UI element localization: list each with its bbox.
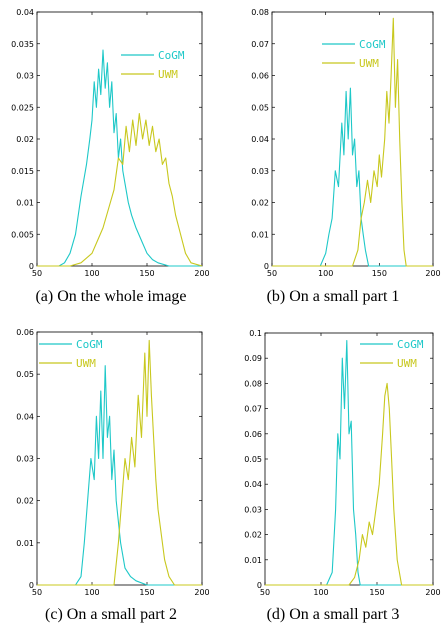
series-line-cogm	[272, 87, 433, 267]
y-tick-label: 0.04	[16, 8, 34, 17]
series-line-cogm	[265, 340, 433, 586]
chart-panel-a: 0 0.005 0.01 0.015 0.02 0.025 0.03 0.035 0.04 50 1…	[0, 0, 222, 315]
chart-panel-b: 0 0.01 0.02 0.03 0.04 0.05 0.06 0.07 0.08 50 100 15…	[222, 0, 443, 315]
y-tick-label: 0.03	[244, 505, 262, 514]
y-tick-label: 0	[264, 262, 269, 271]
y-tick-label: 0.05	[244, 455, 262, 464]
series-line-uwm	[272, 17, 433, 267]
y-tick-label: 0.03	[251, 167, 269, 176]
y-tick-label: 0.06	[16, 328, 34, 337]
chart-panel-c: 0 0.01 0.02 0.03 0.04 0.05 0.06 50 100 150 200 CoGM…	[0, 315, 222, 630]
y-tick-label: 0.06	[244, 430, 262, 439]
legend-label-uwm: UWM	[359, 57, 379, 70]
legend-label-cogm: CoGM	[158, 49, 185, 62]
y-tick-label: 0.02	[16, 135, 34, 144]
y-tick-label: 0.03	[16, 72, 34, 81]
plot-frame	[264, 332, 434, 586]
x-tick-label: 100	[318, 269, 333, 278]
series-line-cogm	[37, 365, 202, 586]
y-tick-label: 0.05	[251, 103, 269, 112]
y-tick-label: 0.025	[11, 103, 34, 112]
y-tick-label: 0.02	[16, 497, 34, 506]
plot-frame	[36, 331, 203, 586]
y-tick-label: 0.01	[16, 199, 34, 208]
x-tick-label: 200	[425, 588, 440, 597]
y-tick-label: 0.09	[244, 354, 262, 363]
legend-label-cogm: CoGM	[397, 338, 424, 351]
y-tick-label: 0.1	[249, 329, 262, 338]
x-tick-label: 200	[194, 588, 209, 597]
chart-caption-c: (c) On a small part 2	[45, 606, 177, 623]
legend-label-cogm: CoGM	[76, 338, 103, 351]
chart-c: 0 0.01 0.02 0.03 0.04 0.05 0.06 50 100 150 200 CoGM…	[16, 328, 209, 597]
x-tick-label: 50	[260, 588, 270, 597]
y-tick-label: 0.03	[16, 455, 34, 464]
y-tick-label: 0.04	[16, 412, 34, 421]
x-tick-label: 150	[369, 588, 384, 597]
chart-panel-d: 0 0.01 0.02 0.03 0.04 0.05 0.06 0.07 0.08 0.09 0.1…	[222, 315, 443, 630]
y-tick-label: 0.02	[244, 531, 262, 540]
y-tick-label: 0.06	[251, 72, 269, 81]
chart-caption-b: (b) On a small part 1	[266, 288, 400, 305]
y-tick-label: 0.04	[251, 135, 269, 144]
x-tick-label: 50	[267, 269, 277, 278]
y-tick-label: 0	[257, 581, 262, 590]
legend-label-uwm: UWM	[76, 357, 96, 370]
y-tick-label: 0.01	[244, 556, 262, 565]
legend-label-cogm: CoGM	[359, 38, 386, 51]
x-tick-label: 100	[313, 588, 328, 597]
y-tick-label: 0.005	[11, 230, 34, 239]
chart-d: 0 0.01 0.02 0.03 0.04 0.05 0.06 0.07 0.08 0.09 0.1…	[244, 329, 440, 597]
y-tick-label: 0.015	[11, 167, 34, 176]
y-tick-label: 0.08	[251, 8, 269, 17]
x-tick-label: 100	[84, 588, 99, 597]
y-tick-label: 0.01	[16, 539, 34, 548]
series-line-cogm	[37, 49, 202, 267]
legend-label-uwm: UWM	[397, 357, 417, 370]
x-tick-label: 150	[372, 269, 387, 278]
y-tick-label: 0	[29, 262, 34, 271]
x-tick-label: 150	[139, 588, 154, 597]
y-tick-label: 0	[29, 581, 34, 590]
series-line-uwm	[265, 382, 433, 586]
series-line-uwm	[37, 113, 203, 267]
x-tick-label: 200	[425, 269, 440, 278]
y-tick-label: 0.035	[11, 40, 34, 49]
y-tick-label: 0.05	[16, 370, 34, 379]
x-tick-label: 150	[139, 269, 154, 278]
x-tick-label: 50	[32, 269, 42, 278]
chart-a: 0 0.005 0.01 0.015 0.02 0.025 0.03 0.035 0.04 50 1…	[11, 8, 210, 278]
y-tick-label: 0.01	[251, 230, 269, 239]
y-tick-label: 0.02	[251, 199, 269, 208]
x-tick-label: 100	[84, 269, 99, 278]
legend-label-uwm: UWM	[158, 68, 178, 81]
y-tick-label: 0.08	[244, 379, 262, 388]
series-line-uwm	[37, 339, 202, 586]
y-tick-label: 0.07	[251, 40, 269, 49]
chart-caption-d: (d) On a small part 3	[266, 606, 400, 623]
y-tick-label: 0.07	[244, 405, 262, 414]
chart-caption-a: (a) On the whole image	[35, 288, 187, 305]
x-tick-label: 200	[194, 269, 209, 278]
chart-b: 0 0.01 0.02 0.03 0.04 0.05 0.06 0.07 0.08 50 100 15…	[251, 8, 440, 278]
y-tick-label: 0.04	[244, 480, 262, 489]
x-tick-label: 50	[32, 588, 42, 597]
